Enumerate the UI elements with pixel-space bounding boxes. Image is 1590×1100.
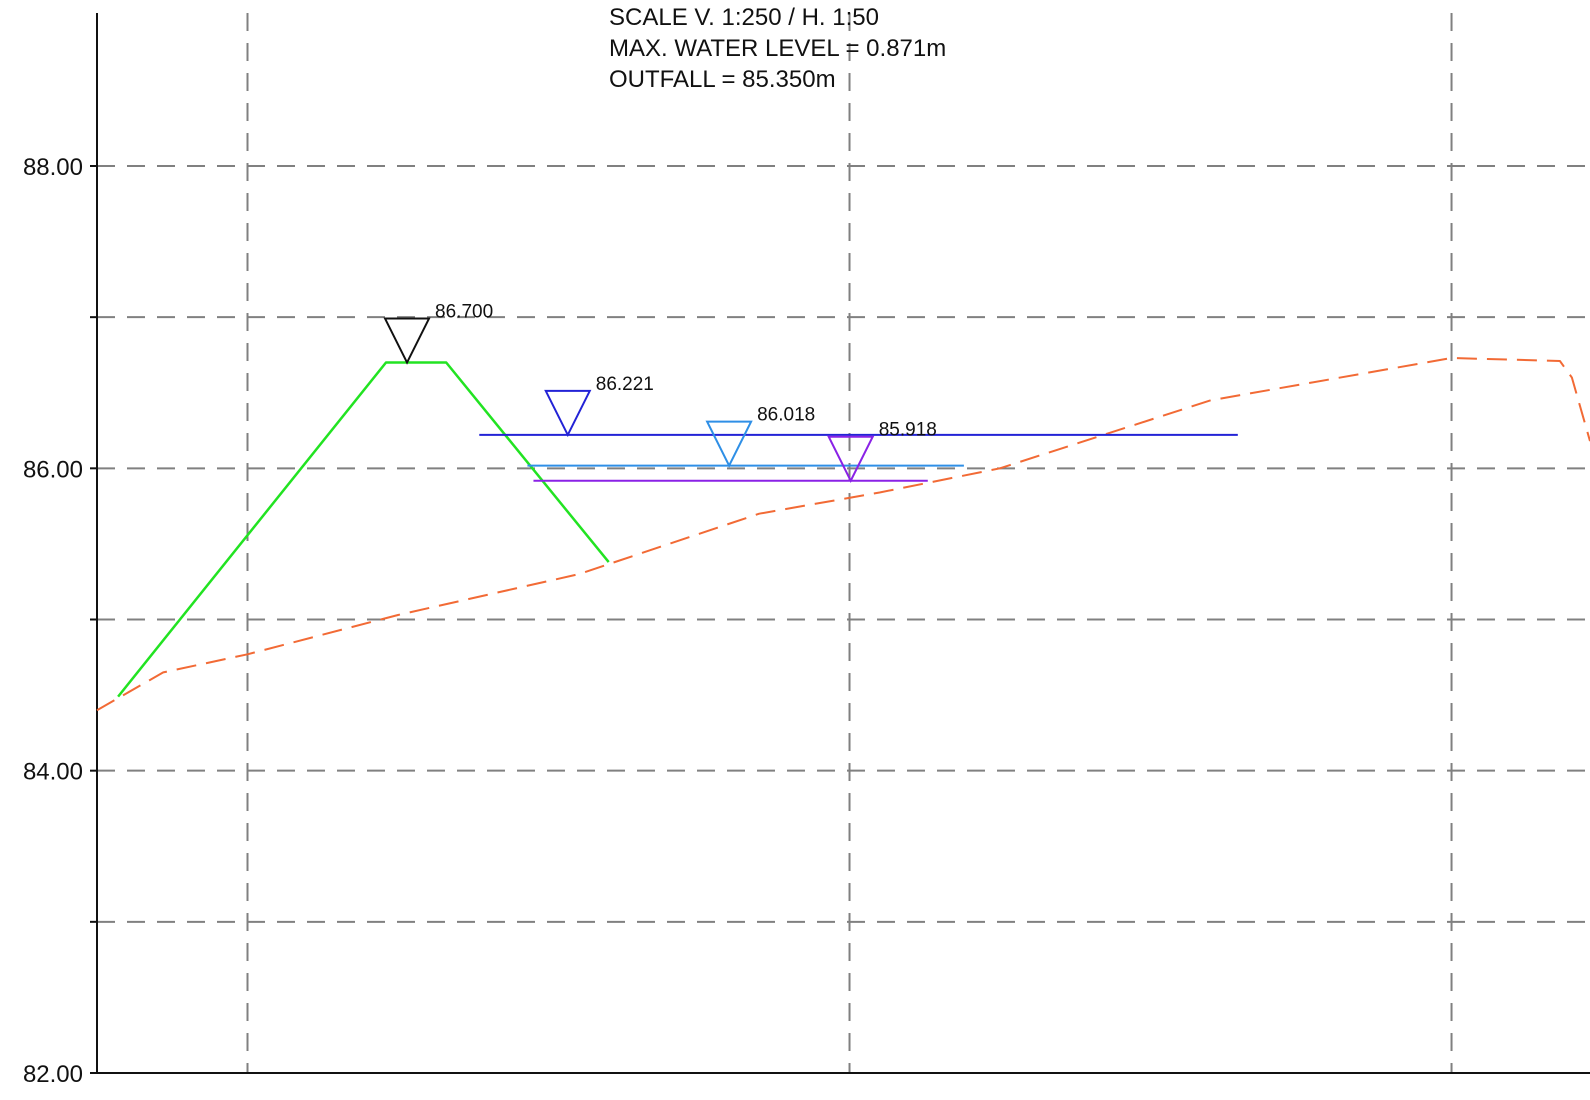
water-level-marker-icon [705, 420, 753, 468]
water-level-label: 86.700 [435, 302, 493, 323]
water-level-label: 85.918 [879, 420, 937, 441]
y-tick-label: 88.00 [23, 154, 83, 181]
water-level-marker-icon [544, 389, 592, 438]
header-outfall: OUTFALL = 85.350m [609, 66, 836, 93]
y-axis: 88.00 86.00 84.00 82.00 [23, 13, 1590, 1088]
water-level-marker-icon [827, 435, 875, 483]
series [96, 357, 1590, 712]
water-level-label: 86.018 [757, 405, 815, 426]
water-level-marker-icon [383, 317, 431, 365]
y-tick-label: 84.00 [23, 759, 83, 786]
grid [97, 13, 1590, 1073]
embankment-line [117, 361, 610, 698]
y-tick-label: 86.00 [23, 456, 83, 483]
ground-line [96, 357, 1590, 712]
y-tick-label: 82.00 [23, 1061, 83, 1088]
header-scale: SCALE V. 1:250 / H. 1:50 [609, 4, 879, 31]
drawing-header: SCALE V. 1:250 / H. 1:50 MAX. WATER LEVE… [609, 4, 946, 93]
header-max-water-level: MAX. WATER LEVEL = 0.871m [609, 35, 946, 62]
water-levels: 86.700 86.221 86.018 85.918 [383, 302, 1238, 483]
water-level-label: 86.221 [596, 374, 654, 395]
